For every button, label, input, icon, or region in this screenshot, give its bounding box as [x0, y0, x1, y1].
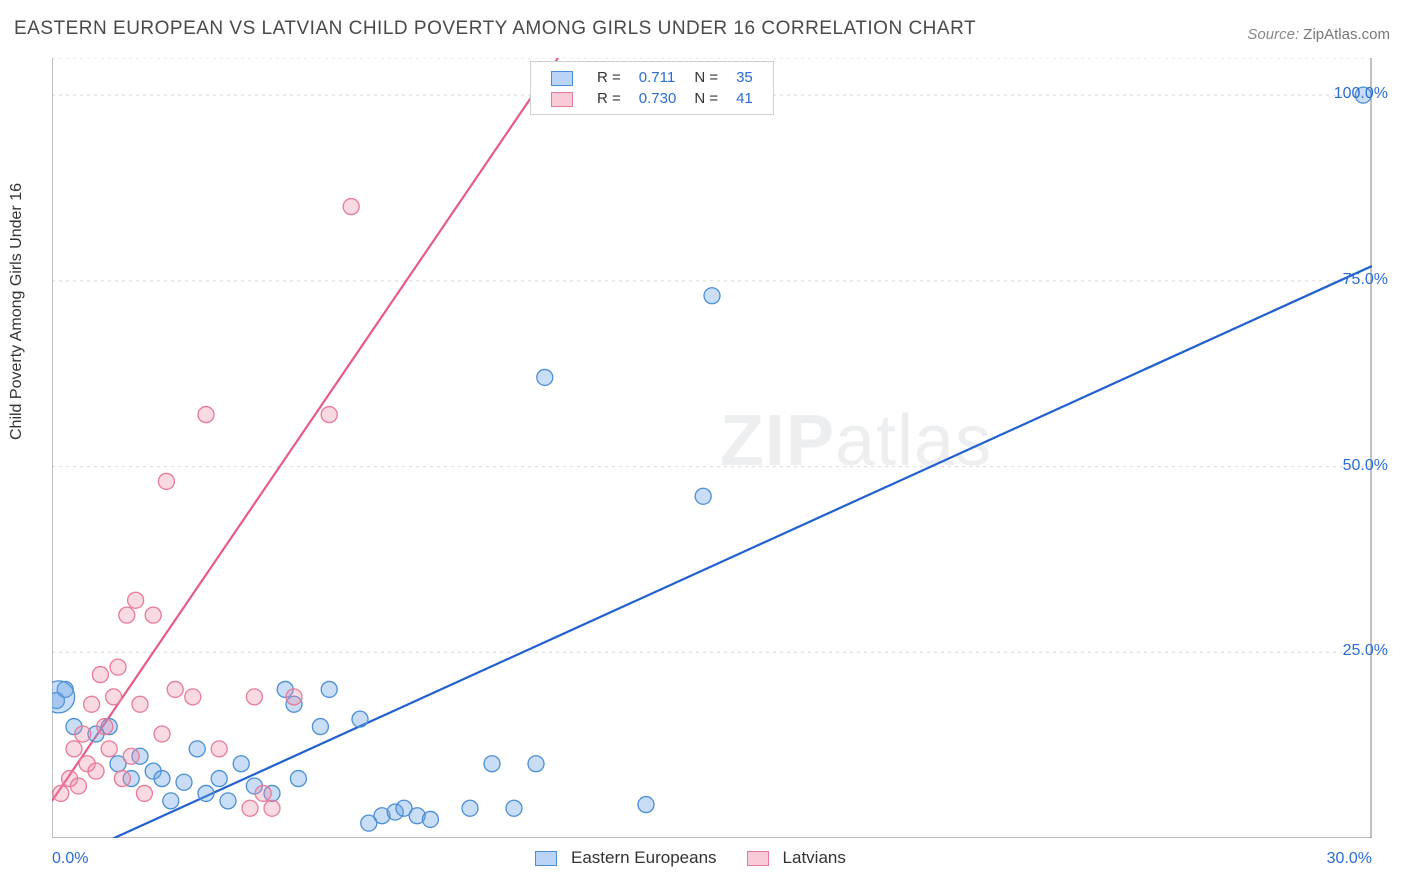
source-attribution: Source: ZipAtlas.com	[1247, 26, 1390, 43]
legend-item-eastern: Eastern Europeans	[535, 848, 717, 868]
y-tick-label: 75.0%	[1343, 271, 1388, 289]
x-tick-left: 0.0%	[52, 850, 88, 868]
n-label-1: N =	[686, 89, 726, 108]
legend-label-latvian: Latvians	[783, 848, 846, 868]
y-axis-label: Child Poverty Among Girls Under 16	[8, 183, 26, 440]
legend-top-swatch-latvian	[551, 92, 573, 107]
legend-label-eastern: Eastern Europeans	[571, 848, 717, 868]
x-tick-right: 30.0%	[1327, 850, 1372, 868]
r-value-0: 0.711	[631, 68, 685, 87]
r-value-1: 0.730	[631, 89, 685, 108]
n-label-0: N =	[686, 68, 726, 87]
legend-swatch-eastern	[535, 851, 557, 866]
r-label-1: R =	[589, 89, 629, 108]
legend-swatch-latvian	[747, 851, 769, 866]
legend-bottom: Eastern Europeans Latvians	[535, 848, 846, 868]
legend-top-box: R = 0.711 N = 35 R = 0.730 N = 41	[530, 61, 774, 115]
legend-item-latvian: Latvians	[747, 848, 846, 868]
legend-row-eastern: R = 0.711 N = 35	[543, 68, 761, 87]
n-value-0: 35	[728, 68, 761, 87]
legend-top-swatch-eastern	[551, 71, 573, 86]
y-tick-label: 100.0%	[1334, 85, 1388, 103]
y-tick-label: 50.0%	[1343, 457, 1388, 475]
source-label: Source:	[1247, 26, 1299, 43]
scatter-plot	[52, 58, 1372, 838]
y-tick-label: 25.0%	[1343, 642, 1388, 660]
r-label-0: R =	[589, 68, 629, 87]
chart-title: EASTERN EUROPEAN VS LATVIAN CHILD POVERT…	[14, 18, 976, 40]
source-value: ZipAtlas.com	[1303, 26, 1390, 43]
n-value-1: 41	[728, 89, 761, 108]
legend-row-latvian: R = 0.730 N = 41	[543, 89, 761, 108]
